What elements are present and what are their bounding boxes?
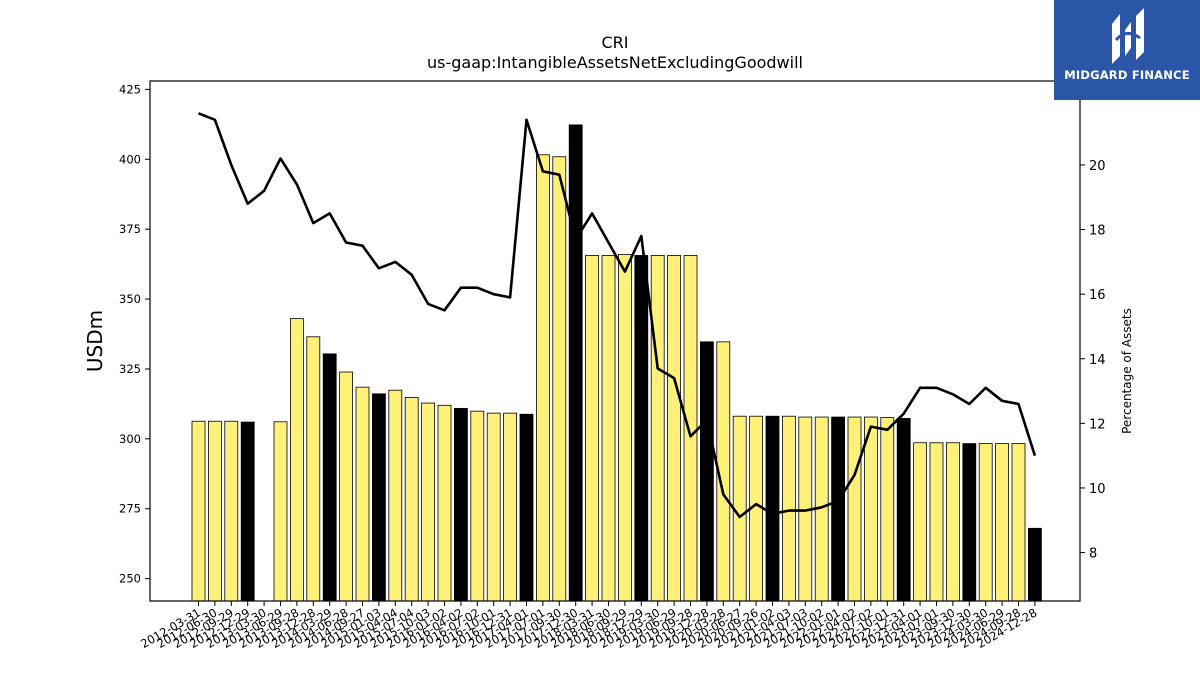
y-tick-label: 375 [119,222,141,236]
bar-2015-07-04 [404,397,419,602]
y2-tick-label: 12 [1089,417,1106,432]
bar-2013-09-28 [289,318,304,602]
bar-2016-10-01 [486,412,501,602]
bar-2019-09-28 [683,255,698,602]
bar-2023-07-01 [929,442,944,602]
y-tick-label: 425 [119,82,141,96]
bar-2019-12-28 [700,341,714,602]
y-tick-label: 325 [119,362,141,376]
percentage-of-assets-line [198,112,1037,519]
plot-frame [149,80,1081,602]
bar-2012-09-29 [224,420,239,602]
bar-2012-12-29 [240,421,255,602]
y-tick-label: 300 [119,432,141,446]
bar-2016-12-31 [503,412,518,602]
bar-2012-06-30 [207,420,222,602]
bar-series [191,124,1042,602]
bar-2022-07-02 [864,416,878,602]
chart-title: CRI [601,33,629,52]
bar-2012-03-31 [191,420,206,602]
bar-2022-12-31 [896,418,911,602]
bar-2021-04-03 [782,415,796,602]
y-tick-label: 275 [119,502,141,516]
bar-2024-09-28 [1011,443,1026,602]
bar-2013-06-29 [273,421,288,602]
bar-2019-03-30 [650,255,665,602]
bar-2023-04-01 [913,442,927,602]
bar-2022-04-02 [847,416,862,602]
bar-2018-06-30 [601,255,616,602]
bar-2015-01-03 [371,393,386,602]
bar-2022-10-01 [880,417,895,602]
bar-2018-09-29 [618,254,632,602]
bar-2013-12-28 [306,336,321,602]
chart-subtitle: us-gaap:IntangibleAssetsNetExcludingGood… [427,53,803,72]
bar-2017-07-01 [536,154,550,602]
midgard-logo-icon [1112,8,1144,64]
y-tick-label: 350 [119,292,141,306]
bar-2018-03-31 [585,255,599,602]
bar-2014-09-27 [355,386,370,602]
bar-2023-12-30 [962,443,977,602]
axes: 2502753003253503754004258101214161820201… [83,80,1134,651]
y2-tick-label: 10 [1089,482,1106,497]
bar-2024-12-28 [1028,527,1042,602]
bar-2017-12-30 [568,124,583,602]
logo-text: MIDGARD FINANCE [1064,68,1190,82]
bar-2017-09-30 [552,156,567,602]
bar-2018-12-29 [634,255,649,602]
y-tick-label: 250 [119,572,141,586]
bar-2014-06-28 [339,371,354,602]
brand-logo: MIDGARD FINANCE [1054,0,1200,100]
line-series [198,112,1037,519]
y2-tick-label: 16 [1089,288,1106,303]
bar-2019-06-29 [667,255,681,602]
bar-2016-01-02 [437,404,452,602]
y-axis-label: USDm [83,310,107,372]
y2-tick-label: 8 [1089,547,1097,562]
bar-2017-04-01 [519,413,534,602]
bar-2023-09-30 [946,442,960,602]
bar-2015-04-04 [388,389,403,602]
bar-2022-01-01 [831,416,845,602]
bar-2021-01-02 [765,415,780,602]
y2-tick-label: 20 [1089,159,1106,174]
bar-2015-10-03 [421,402,436,602]
y2-tick-label: 18 [1089,224,1106,239]
bar-2016-04-02 [453,407,468,602]
bar-2024-03-30 [978,443,993,602]
bar-2024-06-29 [995,443,1009,602]
y2-axis-label: Percentage of Assets [1120,308,1134,434]
bar-2016-07-02 [470,410,485,602]
y2-tick-label: 14 [1089,353,1106,368]
bar-2014-03-29 [322,353,337,602]
y-tick-label: 400 [119,152,141,166]
